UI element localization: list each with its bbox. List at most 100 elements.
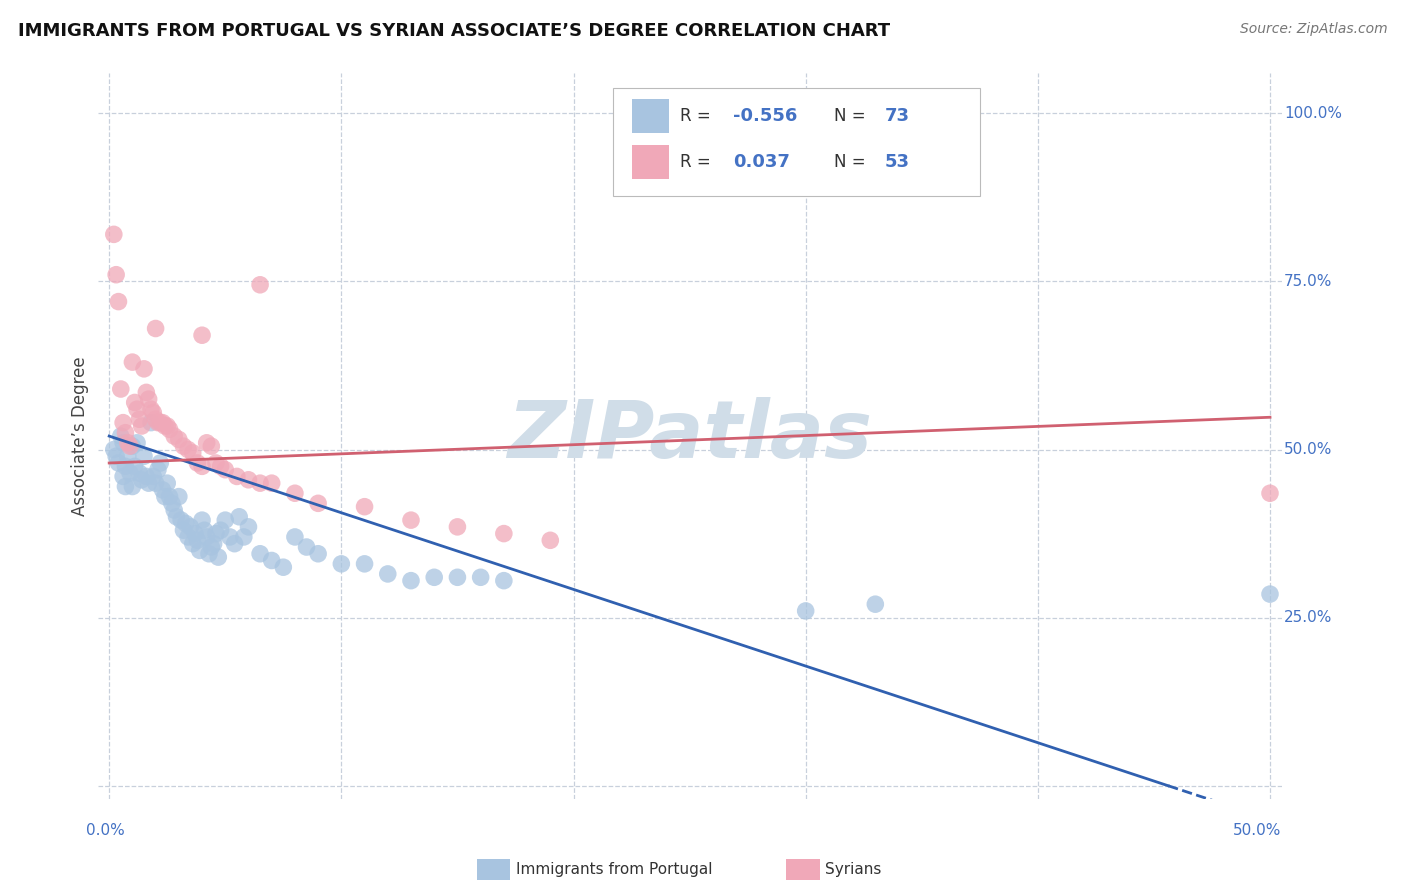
Text: Source: ZipAtlas.com: Source: ZipAtlas.com bbox=[1240, 22, 1388, 37]
Point bbox=[142, 469, 165, 483]
Text: 75.0%: 75.0% bbox=[1284, 274, 1333, 289]
Point bbox=[249, 476, 271, 491]
Point bbox=[207, 550, 229, 565]
Point bbox=[470, 570, 492, 584]
Text: R =: R = bbox=[681, 153, 716, 171]
Text: Immigrants from Portugal: Immigrants from Portugal bbox=[516, 863, 713, 877]
Point bbox=[377, 566, 399, 581]
Point bbox=[139, 402, 162, 417]
FancyBboxPatch shape bbox=[631, 145, 669, 179]
Point bbox=[186, 456, 208, 470]
Point bbox=[120, 439, 142, 453]
Point bbox=[114, 425, 136, 440]
Point bbox=[124, 395, 146, 409]
Point bbox=[112, 469, 135, 483]
Point bbox=[188, 543, 211, 558]
Point bbox=[174, 516, 197, 531]
Point bbox=[205, 526, 228, 541]
Point bbox=[284, 530, 307, 544]
Point bbox=[156, 419, 179, 434]
Point bbox=[135, 385, 157, 400]
Point bbox=[149, 456, 172, 470]
Text: 50.0%: 50.0% bbox=[1233, 823, 1282, 838]
Point bbox=[131, 419, 153, 434]
Point bbox=[260, 476, 283, 491]
Point bbox=[107, 294, 129, 309]
Point bbox=[195, 435, 218, 450]
Point bbox=[200, 439, 222, 453]
Point bbox=[284, 486, 307, 500]
Point bbox=[307, 496, 329, 510]
Point bbox=[225, 469, 247, 483]
Point bbox=[200, 540, 222, 554]
Point bbox=[177, 442, 200, 457]
Point bbox=[112, 416, 135, 430]
Point bbox=[145, 321, 167, 335]
Point bbox=[492, 574, 515, 588]
Point bbox=[163, 503, 186, 517]
Point bbox=[121, 479, 143, 493]
Point bbox=[159, 490, 181, 504]
Point bbox=[135, 469, 157, 483]
Point bbox=[145, 476, 167, 491]
Text: N =: N = bbox=[834, 153, 870, 171]
Point bbox=[198, 547, 221, 561]
FancyBboxPatch shape bbox=[613, 87, 980, 196]
Point bbox=[214, 463, 236, 477]
Point bbox=[152, 416, 174, 430]
Point bbox=[177, 530, 200, 544]
Text: 53: 53 bbox=[884, 153, 910, 171]
Point bbox=[146, 463, 169, 477]
Point bbox=[209, 459, 232, 474]
Point bbox=[105, 268, 128, 282]
Point bbox=[128, 466, 150, 480]
Text: 73: 73 bbox=[884, 107, 910, 125]
Point bbox=[423, 570, 446, 584]
Point bbox=[110, 429, 132, 443]
Point bbox=[232, 530, 254, 544]
Point bbox=[238, 473, 260, 487]
Point bbox=[156, 476, 179, 491]
Text: N =: N = bbox=[834, 107, 870, 125]
Text: Syrians: Syrians bbox=[825, 863, 882, 877]
FancyBboxPatch shape bbox=[631, 99, 669, 133]
Point bbox=[146, 416, 169, 430]
Point bbox=[153, 490, 176, 504]
Point bbox=[399, 574, 422, 588]
Point bbox=[202, 537, 225, 551]
Point bbox=[120, 466, 142, 480]
Point bbox=[112, 435, 135, 450]
Point bbox=[191, 328, 214, 343]
Point bbox=[353, 500, 375, 514]
Point bbox=[172, 439, 194, 453]
Text: 50.0%: 50.0% bbox=[1284, 442, 1333, 457]
Point bbox=[446, 570, 468, 584]
Point bbox=[117, 435, 139, 450]
Point bbox=[249, 277, 271, 292]
Point bbox=[117, 450, 139, 464]
Point bbox=[1258, 587, 1281, 601]
Point bbox=[131, 473, 153, 487]
Point bbox=[307, 547, 329, 561]
Text: IMMIGRANTS FROM PORTUGAL VS SYRIAN ASSOCIATE’S DEGREE CORRELATION CHART: IMMIGRANTS FROM PORTUGAL VS SYRIAN ASSOC… bbox=[18, 22, 890, 40]
Y-axis label: Associate’s Degree: Associate’s Degree bbox=[72, 356, 89, 516]
Point bbox=[353, 557, 375, 571]
Point bbox=[260, 553, 283, 567]
Point bbox=[167, 490, 190, 504]
Text: 100.0%: 100.0% bbox=[1284, 106, 1341, 120]
Point bbox=[103, 227, 125, 242]
Point bbox=[138, 392, 160, 406]
Point bbox=[1258, 486, 1281, 500]
Point bbox=[172, 523, 194, 537]
Point bbox=[139, 416, 162, 430]
Point bbox=[145, 412, 167, 426]
Point bbox=[1351, 577, 1374, 591]
Point bbox=[865, 597, 887, 611]
Point bbox=[181, 537, 204, 551]
Text: 0.0%: 0.0% bbox=[86, 823, 125, 838]
Point bbox=[209, 523, 232, 537]
Point bbox=[125, 402, 148, 417]
Point bbox=[105, 450, 128, 464]
Point bbox=[193, 523, 215, 537]
Point bbox=[170, 513, 193, 527]
